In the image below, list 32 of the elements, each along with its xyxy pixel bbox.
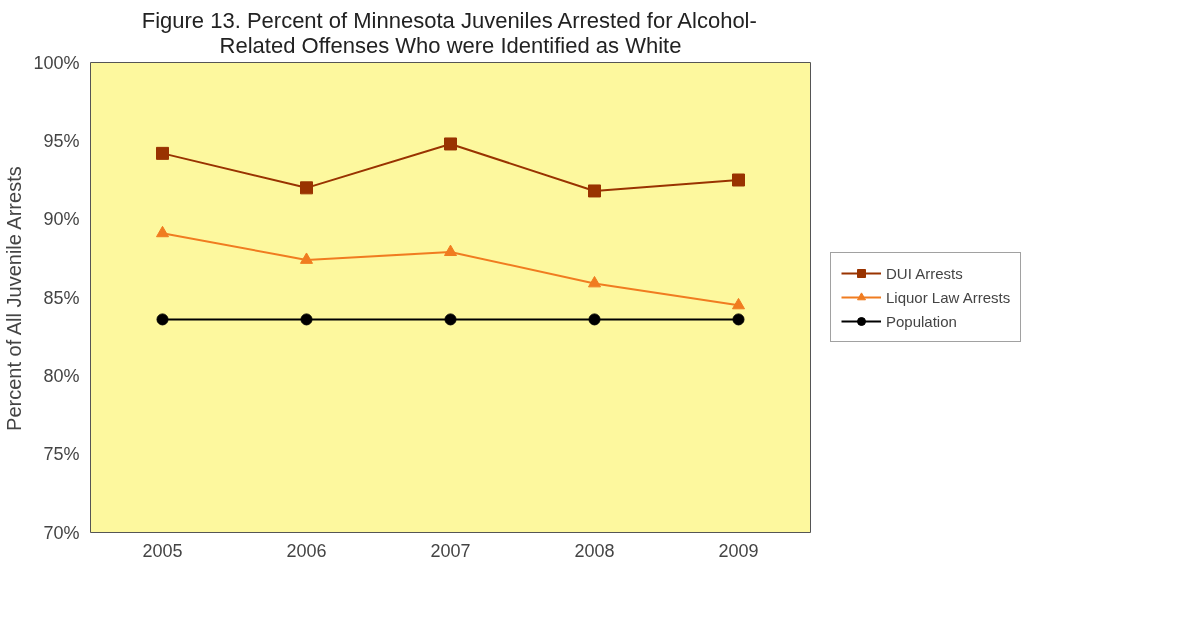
point [156,313,169,326]
legend-label: Liquor Law Arrests [886,288,1011,306]
x-tick-label: 2009 [718,540,759,561]
legend-label: Population [886,312,957,330]
point [300,252,313,264]
y-tick-label: 80% [43,365,80,386]
y-tick-label: 75% [43,444,80,465]
x-tick-label: 2006 [286,540,327,561]
point [300,181,313,195]
point [588,313,601,326]
x-tick-label: 2008 [574,540,615,561]
y-tick-label: 90% [43,209,80,230]
point [300,313,313,326]
x-tick-label: 2005 [142,540,183,561]
point [444,137,457,151]
point [156,225,169,238]
y-tick-label: 95% [43,130,80,151]
point [732,297,745,310]
point [588,184,601,198]
x-tick-label: 2007 [430,540,471,561]
chart-title: Figure 13. Percent of Minnesota Juveniles Arrested for Alcohol- Related Offenses Who were Identified as White [141,7,757,58]
y-tick-label: 70% [43,522,80,543]
legend-label: DUI Arrests [886,264,963,282]
y-axis-title: Percent of All Juvenile Arrests [3,166,26,431]
point [444,244,457,257]
y-tick-label: 100% [33,52,80,73]
point [444,313,457,326]
point [732,313,745,326]
point [588,275,601,288]
point [156,146,169,160]
point [732,173,745,187]
y-tick-label: 85% [43,287,80,308]
